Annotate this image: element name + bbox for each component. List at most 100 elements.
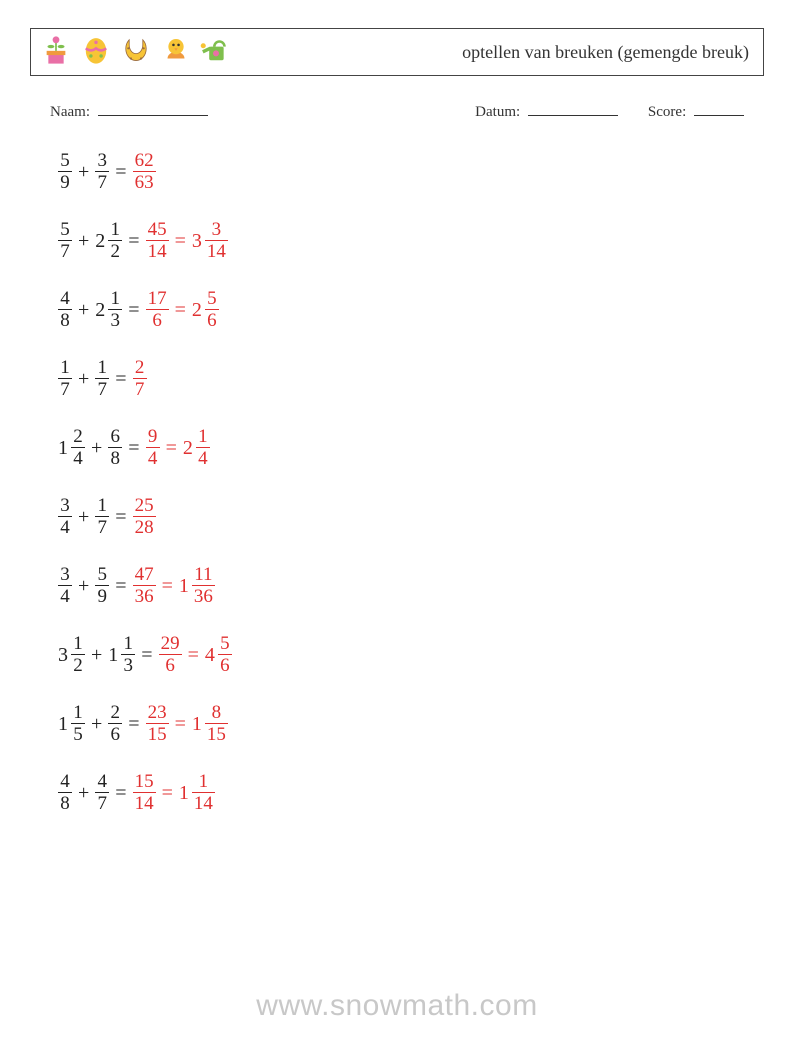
equals-operator: = [169,714,192,734]
name-blank[interactable] [98,102,208,116]
numerator: 29 [159,634,182,653]
denominator: 36 [133,587,156,606]
fraction: 314 [205,220,228,261]
fraction: 34 [58,496,72,537]
equals-operator: = [160,438,183,458]
equals-operator: = [109,576,132,596]
fraction: 15 [71,703,85,744]
fraction: 14 [196,427,210,468]
numerator: 15 [133,772,156,791]
fraction: 815 [205,703,228,744]
numerator: 1 [108,289,122,308]
operand-fraction: 124 [58,427,85,468]
numerator: 5 [58,151,72,170]
date-field: Datum: [475,102,618,121]
equation-row: 48+213=176=256 [58,289,764,330]
plus-operator: + [85,645,108,665]
operand-fraction: 57 [58,220,72,261]
denominator: 4 [196,449,210,468]
whole-part: 1 [58,714,71,734]
equals-operator: = [109,783,132,803]
date-label: Datum: [475,104,520,120]
denominator: 8 [58,794,72,813]
operand-fraction: 17 [58,358,72,399]
fraction: 17 [95,358,109,399]
date-blank[interactable] [528,102,618,116]
worksheet-title: optellen van breuken (gemengde breuk) [462,42,749,63]
whole-part: 3 [58,645,71,665]
answer-fraction: 11136 [179,565,215,606]
name-label: Naam: [50,104,90,120]
equals-operator: = [156,783,179,803]
operand-fraction: 34 [58,496,72,537]
numerator: 1 [108,220,122,239]
fraction: 2528 [133,496,156,537]
equals-operator: = [169,300,192,320]
denominator: 7 [58,380,72,399]
denominator: 4 [58,518,72,537]
fraction: 114 [192,772,215,813]
equals-operator: = [122,714,145,734]
denominator: 4 [58,587,72,606]
equals-operator: = [169,231,192,251]
whole-part: 3 [192,231,205,251]
numerator: 6 [108,427,122,446]
fraction: 6263 [133,151,156,192]
fraction: 2315 [146,703,169,744]
plus-operator: + [72,783,95,803]
denominator: 14 [146,242,169,261]
fraction: 296 [159,634,182,675]
numerator: 5 [218,634,232,653]
denominator: 8 [58,311,72,330]
numerator: 17 [146,289,169,308]
fraction: 56 [218,634,232,675]
numerator: 4 [58,772,72,791]
answer-fraction: 94 [146,427,160,468]
denominator: 8 [108,449,122,468]
watering-can-icon [199,33,233,72]
fraction: 47 [95,772,109,813]
fraction: 12 [71,634,85,675]
equals-operator: = [109,162,132,182]
equation-row: 312+113=296=456 [58,634,764,675]
operand-fraction: 59 [95,565,109,606]
whole-part: 1 [108,645,121,665]
denominator: 7 [95,794,109,813]
numerator: 11 [192,565,214,584]
whole-part: 2 [95,231,108,251]
equation-row: 124+68=94=214 [58,427,764,468]
denominator: 7 [58,242,72,261]
plus-operator: + [85,714,108,734]
numerator: 2 [133,358,147,377]
plus-operator: + [72,300,95,320]
answer-fraction: 1114 [179,772,215,813]
meta-row: Naam: Datum: Score: [50,102,744,121]
denominator: 3 [108,311,122,330]
denominator: 28 [133,518,156,537]
denominator: 15 [205,725,228,744]
numerator: 2 [108,703,122,722]
denominator: 14 [192,794,215,813]
answer-fraction: 2315 [146,703,169,744]
fraction: 17 [95,496,109,537]
numerator: 8 [209,703,223,722]
equals-operator: = [182,645,205,665]
denominator: 3 [121,656,135,675]
equation-row: 34+59=4736=11136 [58,565,764,606]
answer-fraction: 1815 [192,703,228,744]
denominator: 6 [108,725,122,744]
fraction: 48 [58,289,72,330]
easter-egg-icon [79,33,113,72]
denominator: 4 [146,449,160,468]
score-field: Score: [648,102,744,121]
fraction: 48 [58,772,72,813]
score-blank[interactable] [694,102,744,116]
plus-operator: + [72,576,95,596]
equation-row: 115+26=2315=1815 [58,703,764,744]
fraction: 27 [133,358,147,399]
plus-operator: + [72,369,95,389]
denominator: 9 [95,587,109,606]
answer-fraction: 456 [205,634,232,675]
numerator: 1 [71,634,85,653]
denominator: 14 [205,242,228,261]
